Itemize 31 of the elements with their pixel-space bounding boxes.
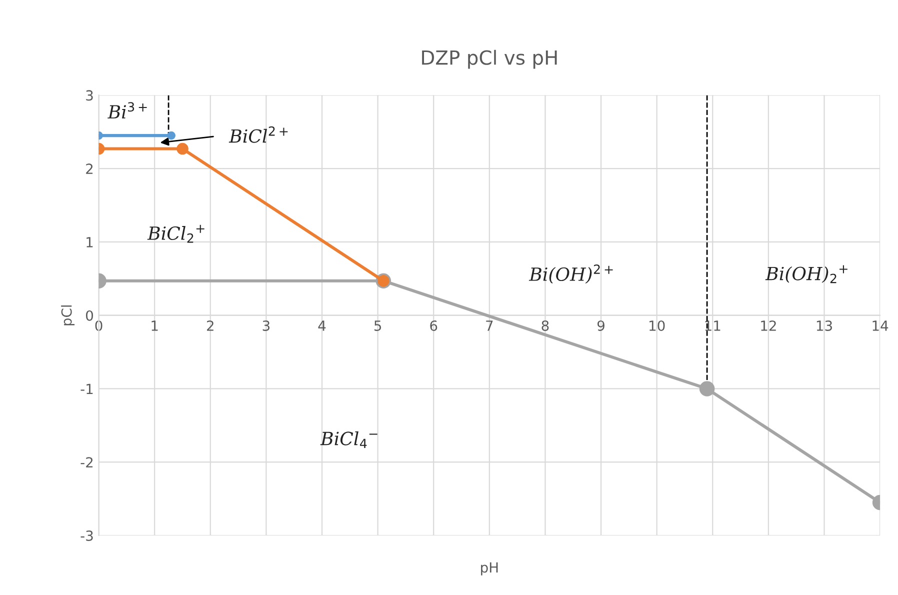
x-tick-label: 10: [650, 320, 665, 331]
y-tick-label: -2: [80, 457, 93, 468]
x-tick-label: 5: [374, 320, 382, 331]
y-tick-label: 0: [86, 310, 93, 321]
x-tick-label: 1: [152, 320, 158, 331]
x-tick-label: 9: [597, 320, 604, 331]
y-tick-label: -1: [80, 384, 93, 394]
y-tick-label: 1: [86, 237, 93, 248]
x-tick-label: 12: [761, 320, 776, 331]
x-tick-label: 7: [486, 320, 493, 331]
annotation: Bi(OH)$^{2+}$: [528, 264, 613, 284]
y-tick-label: 2: [86, 164, 93, 174]
annotation: BiCl$^{2+}$: [228, 126, 288, 143]
x-tick-label: 14: [872, 320, 888, 331]
annotation: BiCl$_{2}$$^{+}$: [147, 224, 204, 243]
y-axis-title: pCl: [61, 305, 75, 326]
chart-title: DZP pCl vs pH: [422, 50, 557, 69]
x-tick-label: 8: [542, 320, 549, 331]
x-tick-label: 0: [95, 320, 102, 331]
x-axis-title: pH: [481, 562, 498, 576]
x-tick-label: 2: [206, 320, 214, 331]
annotation: BiCl$_{4}$$^{−}$: [320, 431, 378, 448]
y-tick-label: -3: [80, 530, 93, 541]
point: [176, 142, 188, 155]
x-tick-label: 6: [430, 320, 438, 331]
annotation: Bi(OH)$_{2}$$^{+}$: [765, 265, 848, 284]
y-tick-label: 3: [86, 90, 93, 101]
x-tick-label: 3: [262, 320, 270, 331]
annotation: Bi$^{3+}$: [108, 102, 147, 118]
x-tick-label: 4: [318, 320, 326, 331]
x-tick-label: 13: [816, 320, 832, 331]
